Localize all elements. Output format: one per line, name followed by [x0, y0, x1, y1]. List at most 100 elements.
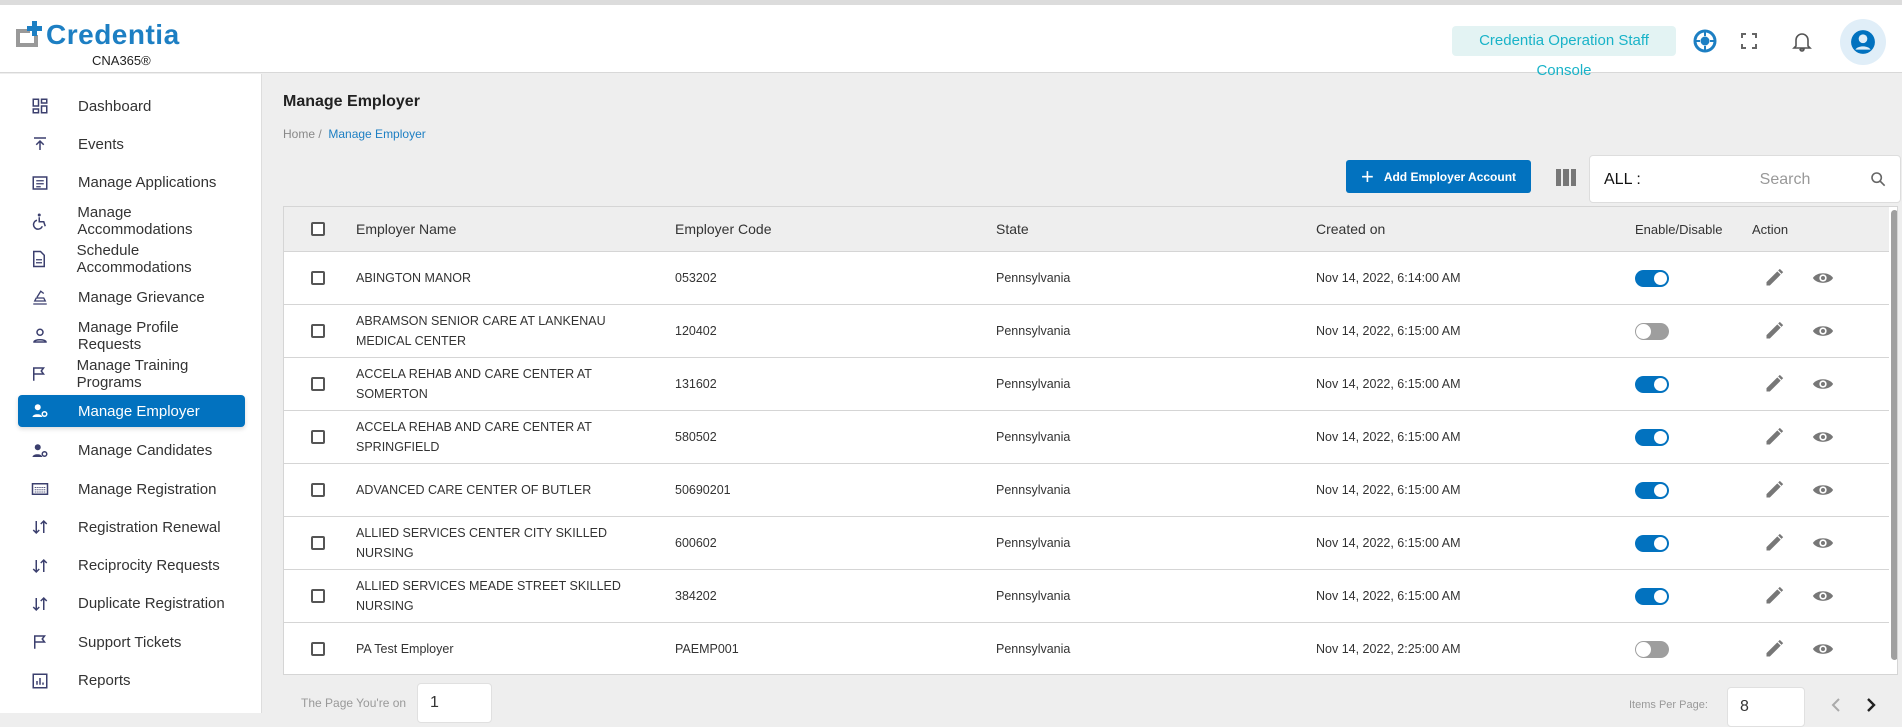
enable-toggle[interactable] [1635, 269, 1669, 287]
row-checkbox[interactable] [311, 271, 325, 285]
sidebar-item-manage-applications[interactable]: Manage Applications [18, 167, 245, 199]
breadcrumb: Home / Manage Employer [283, 127, 426, 141]
search-icon[interactable] [1870, 171, 1886, 187]
enable-toggle[interactable] [1635, 587, 1669, 605]
bell-icon[interactable] [1790, 29, 1814, 53]
edit-icon[interactable] [1764, 427, 1784, 447]
sidebar-item-duplicate-registration[interactable]: Duplicate Registration [18, 588, 245, 620]
employer-name: ACCELA REHAB AND CARE CENTER AT SOMERTON [356, 367, 592, 401]
edit-icon[interactable] [1764, 480, 1784, 500]
sidebar-item-events[interactable]: Events [18, 128, 245, 160]
lifering-icon[interactable] [1693, 29, 1717, 53]
edit-icon[interactable] [1764, 639, 1784, 659]
sidebar-item-manage-employer[interactable]: Manage Employer [18, 395, 245, 428]
row-checkbox[interactable] [311, 589, 325, 603]
employer-state: Pennsylvania [996, 271, 1071, 285]
employer-code: 600602 [675, 536, 717, 550]
row-checkbox[interactable] [311, 483, 325, 497]
employer-state: Pennsylvania [996, 377, 1071, 391]
view-icon[interactable] [1812, 482, 1834, 498]
breadcrumb-home[interactable]: Home [283, 127, 316, 141]
edit-icon[interactable] [1764, 374, 1784, 394]
sidebar-item-manage-profile-requests[interactable]: Manage Profile Requests [18, 319, 245, 353]
sidebar-item-reports[interactable]: Reports [18, 665, 245, 697]
filter-label[interactable]: ALL : [1604, 171, 1641, 188]
view-icon[interactable] [1812, 535, 1834, 551]
next-page-icon[interactable] [1864, 697, 1878, 713]
table-header: Employer Name Employer Code State Create… [284, 207, 1889, 252]
fullscreen-icon[interactable] [1737, 29, 1761, 53]
table-row: ACCELA REHAB AND CARE CENTER AT SPRINGFI… [284, 411, 1889, 464]
edit-icon[interactable] [1764, 321, 1784, 341]
user-gear-icon [30, 401, 50, 421]
search-input[interactable] [1720, 166, 1850, 194]
sidebar-item-label: Duplicate Registration [78, 595, 225, 613]
view-icon[interactable] [1812, 323, 1834, 339]
employer-state: Pennsylvania [996, 589, 1071, 603]
sidebar-item-label: Manage Training Programs [76, 357, 189, 392]
sidebar-item-manage-candidates[interactable]: Manage Candidates [18, 435, 245, 467]
logo-mark-icon [16, 21, 42, 47]
sidebar-item-registration-renewal[interactable]: Registration Renewal [18, 511, 245, 543]
add-employer-button[interactable]: + Add Employer Account [1346, 160, 1531, 193]
edit-icon[interactable] [1764, 586, 1784, 606]
enable-toggle[interactable] [1635, 322, 1669, 340]
select-all-checkbox[interactable] [311, 222, 325, 236]
employer-name: ABINGTON MANOR [356, 271, 472, 285]
employer-code: PAEMP001 [675, 642, 739, 656]
enable-toggle[interactable] [1635, 534, 1669, 552]
view-icon[interactable] [1812, 429, 1834, 445]
enable-toggle[interactable] [1635, 428, 1669, 446]
prev-page-icon[interactable] [1829, 697, 1843, 713]
window-top-border [0, 0, 1902, 5]
col-employer-code[interactable]: Employer Code [675, 221, 772, 237]
enable-toggle[interactable] [1635, 375, 1669, 393]
user-gear-icon [30, 441, 50, 461]
employer-name: PA Test Employer [356, 642, 454, 656]
row-checkbox[interactable] [311, 430, 325, 444]
sidebar-item-schedule-accommodations[interactable]: Schedule Accommodations [18, 242, 245, 276]
employer-name: ADVANCED CARE CENTER OF BUTLER [356, 483, 592, 497]
row-checkbox[interactable] [311, 536, 325, 550]
columns-icon[interactable] [1556, 169, 1576, 186]
sidebar-item-dashboard[interactable]: Dashboard [18, 90, 245, 122]
sidebar-item-manage-training-programs[interactable]: Manage Training Programs [18, 357, 245, 392]
view-icon[interactable] [1812, 588, 1834, 604]
sidebar-item-manage-registration[interactable]: Manage Registration [18, 473, 245, 505]
employer-name: ABRAMSON SENIOR CARE AT LANKENAU MEDICAL… [356, 314, 606, 348]
sidebar-item-reciprocity-requests[interactable]: Reciprocity Requests [18, 550, 245, 582]
page-title: Manage Employer [283, 93, 420, 110]
list-icon [30, 173, 50, 193]
row-checkbox[interactable] [311, 324, 325, 338]
sidebar-item-manage-accommodations[interactable]: Manage Accommodations [18, 204, 245, 238]
row-checkbox[interactable] [311, 377, 325, 391]
row-checkbox[interactable] [311, 642, 325, 656]
person-icon [30, 326, 50, 346]
view-icon[interactable] [1812, 270, 1834, 286]
enable-toggle[interactable] [1635, 481, 1669, 499]
col-employer-name[interactable]: Employer Name [356, 221, 457, 237]
created-on: Nov 14, 2022, 2:25:00 AM [1316, 642, 1461, 656]
sidebar-item-support-tickets[interactable]: Support Tickets [18, 626, 245, 658]
col-state[interactable]: State [996, 221, 1029, 237]
table-row: ALLIED SERVICES CENTER CITY SKILLED NURS… [284, 517, 1889, 570]
sidebar-item-label: Dashboard [78, 97, 152, 115]
view-icon[interactable] [1812, 641, 1834, 657]
page-input[interactable]: 1 [417, 683, 492, 723]
edit-icon[interactable] [1764, 268, 1784, 288]
upload-icon [30, 134, 50, 154]
table-scrollbar[interactable] [1891, 210, 1897, 660]
enable-toggle[interactable] [1635, 640, 1669, 658]
edit-icon[interactable] [1764, 533, 1784, 553]
avatar[interactable] [1840, 19, 1886, 65]
logo[interactable]: Credentia CNA365® [14, 19, 179, 69]
chart-icon [30, 671, 50, 691]
sidebar-item-manage-grievance[interactable]: Manage Grievance [18, 282, 245, 314]
table-row: PA Test Employer PAEMP001 Pennsylvania Nov … [284, 623, 1889, 674]
employer-state: Pennsylvania [996, 536, 1071, 550]
grievance-icon [30, 288, 50, 308]
items-per-page-select[interactable]: 8 [1727, 687, 1805, 727]
col-created-on[interactable]: Created on [1316, 221, 1386, 237]
view-icon[interactable] [1812, 376, 1834, 392]
items-per-page-label: Items Per Page: [1629, 699, 1708, 711]
